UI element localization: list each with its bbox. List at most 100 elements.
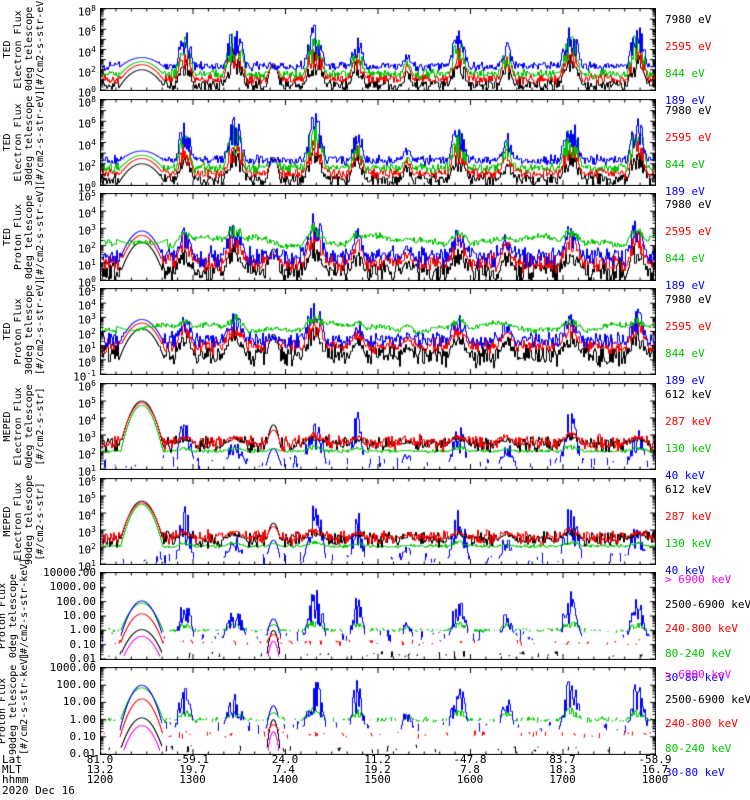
axis-row-label-lat: Lat	[2, 753, 22, 766]
panel-ted-proton-30deg-ylabel: TED Proton Flux 30deg telescope [#/cm2-s-st…	[2, 278, 48, 375]
legend-item: > 6900 keV	[665, 573, 732, 586]
ytick: 10.00	[62, 695, 96, 709]
legend-item: 844 eV	[665, 158, 705, 171]
legend-item: 189 eV	[665, 279, 705, 292]
ytick: 102	[77, 240, 96, 256]
legend-item: 612 keV	[665, 483, 712, 496]
axis-tick-hhmm: 1300	[179, 773, 206, 786]
ytick: 1.00	[69, 712, 97, 726]
panel-meped-electron-0deg-canvas	[100, 383, 656, 470]
ytick: 102	[77, 447, 96, 462]
ytick: 104	[77, 298, 96, 313]
panel-meped-proton-0deg-canvas	[100, 572, 656, 660]
axis-tick-mlt: 18.3	[549, 763, 576, 776]
axis-tick-lat: -47.8	[453, 753, 487, 766]
ytick: 100	[77, 354, 96, 370]
ylabel-text: TED Electron Flux 0deg telescope [#/cm2-s-s…	[2, 0, 46, 91]
axis-tick-hhmm: 1400	[271, 773, 299, 786]
legend-item: 130 keV	[665, 442, 712, 455]
ytick: 1.00	[69, 623, 97, 637]
axis-tick-lat: 83.7	[549, 753, 576, 766]
ytick: 105	[77, 491, 96, 506]
ytick: 100	[77, 180, 96, 195]
axis-tick-lat: -58.9	[638, 753, 672, 766]
panel-ted-electron-0deg-ylabel: TED Electron Flux 0deg telescope [#/cm2-s-s…	[2, 0, 48, 91]
axis-tick-lat: 81.0	[86, 753, 114, 766]
legend-item: 2500-6900 keV	[665, 597, 750, 611]
legend-item: 80-240 keV	[665, 741, 732, 755]
ylabel-text: TED Electron Flux 30deg telescope [#/cm2-s-…	[2, 89, 46, 186]
ytick: 101	[77, 464, 96, 479]
legend-item: 189 eV	[665, 94, 705, 107]
ytick: 104	[77, 508, 96, 523]
axis-row-label-mlt: MLT	[2, 763, 22, 776]
panel-ted-proton-0deg-ylabel: TED Proton Flux 0deg telescope [#/cm2-s-str…	[2, 185, 48, 281]
legend-item: 287 keV	[665, 510, 712, 523]
ytick: 103	[77, 223, 96, 239]
axis-tick-hhmm: 1600	[456, 773, 484, 786]
legend-item: 2595 eV	[665, 320, 712, 333]
ytick: 102	[77, 542, 96, 557]
legend-item: 240-800 keV	[665, 717, 738, 730]
axis-tick-lat: -59.1	[175, 753, 210, 766]
legend-item: 844 eV	[665, 67, 705, 80]
axis-tick-hhmm: 1800	[641, 773, 669, 786]
legend-item: 7980 eV	[665, 13, 712, 26]
ytick: 106	[77, 24, 96, 39]
ytick: 100.00	[56, 594, 96, 608]
axis-tick-mlt: 19.7	[179, 763, 206, 776]
ytick: 0.01	[69, 652, 97, 665]
axis-tick-hhmm: 1200	[86, 773, 114, 786]
ytick: 105	[77, 189, 96, 204]
ytick: 101	[77, 340, 96, 356]
axis-tick-mlt: 19.2	[364, 763, 391, 776]
legend-item: 2595 eV	[665, 225, 712, 238]
ytick: 102	[77, 158, 96, 174]
ytick: 0.10	[69, 637, 97, 651]
legend-item: 130 keV	[665, 537, 712, 550]
ytick: 100	[77, 85, 96, 100]
ylabel-text: MEPED Electron Flux 90deg telescope [#/cm2-…	[2, 474, 46, 565]
legend-item: 40 keV	[665, 564, 705, 577]
ytick: 103	[77, 525, 96, 540]
ylabel-text: TED Proton Flux 30deg telescope [#/cm2-s-st…	[2, 278, 46, 375]
legend-item: 80-240 keV	[665, 646, 732, 660]
legend-item: 2595 eV	[665, 131, 712, 144]
ytick: 10.00	[62, 609, 96, 622]
ytick: 1000.00	[49, 580, 96, 594]
axis-tick-mlt: 7.4	[275, 763, 295, 776]
ytick: 106	[77, 379, 96, 394]
ytick: 104	[77, 44, 96, 60]
panel-meped-electron-0deg-ylabel: MEPED Electron Flux 0deg telescope [#/cm2-s…	[2, 383, 48, 470]
ylabel-text: MEPED Electron Flux 0deg telescope [#/cm2-s…	[2, 384, 46, 469]
legend-item: 7980 eV	[665, 198, 712, 211]
ytick: 1000.00	[49, 661, 96, 674]
ytick: 104	[77, 206, 96, 221]
axis-tick-mlt: 7.8	[460, 763, 480, 776]
ytick: 104	[77, 137, 96, 153]
legend-item: 30-80 keV	[665, 671, 725, 684]
legend-item: 240-800 keV	[665, 622, 738, 635]
ytick: 101	[77, 559, 96, 574]
ytick: 104	[77, 413, 96, 428]
ytick: 103	[77, 312, 96, 327]
ytick: 106	[77, 116, 96, 131]
ytick: 108	[77, 95, 96, 110]
panel-ted-proton-0deg-canvas	[100, 193, 656, 281]
legend-item: 287 keV	[665, 415, 712, 428]
legend-item: 7980 eV	[665, 293, 712, 306]
legend-item: 612 keV	[665, 388, 712, 401]
ytick: 10-1	[73, 369, 96, 384]
panel-meped-electron-90deg-ylabel: MEPED Electron Flux 90deg telescope [#/cm2-…	[2, 474, 48, 565]
ytick: 100	[77, 275, 96, 290]
legend-item: 7980 eV	[665, 104, 712, 117]
ytick: 0.01	[69, 747, 97, 760]
axis-tick-hhmm: 1500	[364, 773, 391, 786]
ytick: 108	[77, 4, 96, 19]
panel-ted-proton-30deg-canvas	[100, 288, 656, 375]
